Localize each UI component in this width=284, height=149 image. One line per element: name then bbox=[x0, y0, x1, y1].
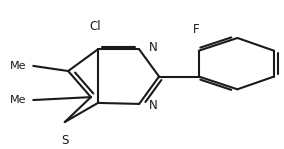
Text: S: S bbox=[61, 134, 68, 147]
Text: N: N bbox=[149, 41, 158, 54]
Text: Me: Me bbox=[10, 61, 26, 71]
Text: Me: Me bbox=[10, 95, 26, 105]
Text: F: F bbox=[193, 23, 199, 36]
Text: N: N bbox=[149, 99, 158, 112]
Text: Cl: Cl bbox=[89, 20, 101, 33]
